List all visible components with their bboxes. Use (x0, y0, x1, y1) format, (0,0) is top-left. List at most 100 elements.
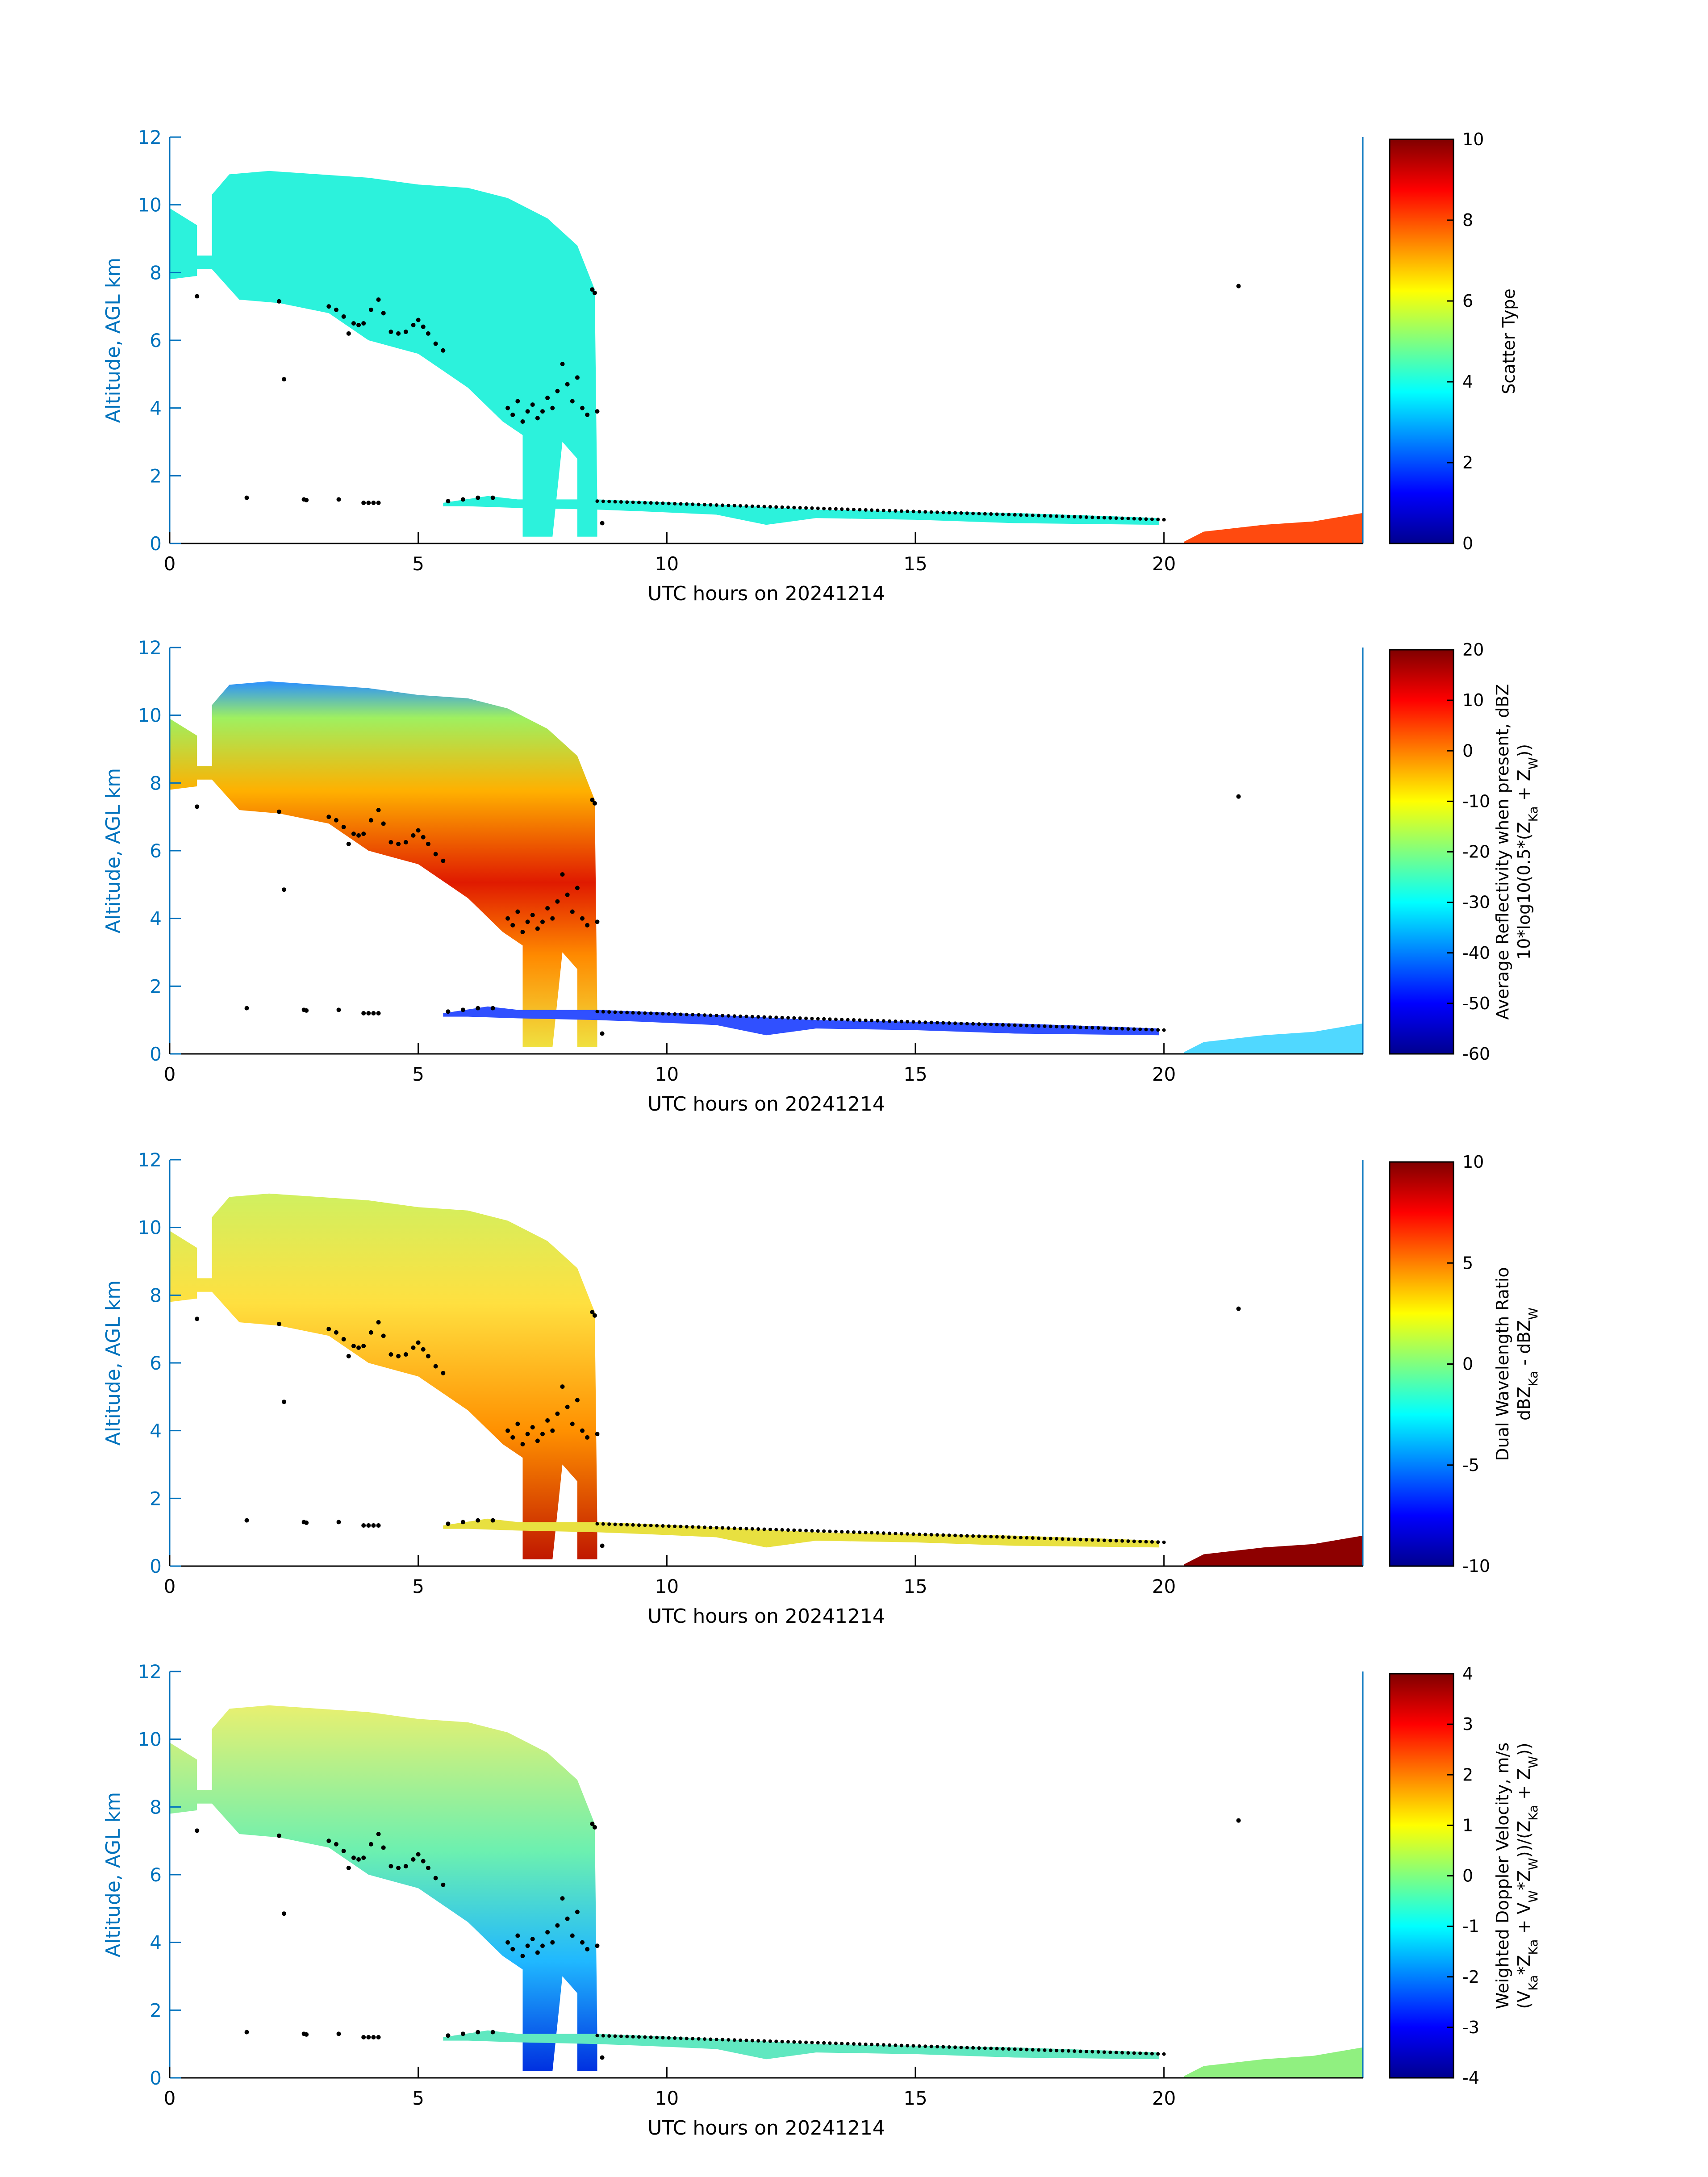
cloud-base-point (661, 2036, 665, 2040)
colorbar-tick-label: 4 (1462, 1664, 1473, 1684)
y-tick-label: 2 (150, 1488, 162, 1509)
cloud-base-point (858, 1018, 862, 1022)
cloud-base-point (679, 1525, 683, 1529)
x-axis-label: UTC hours on 20241214 (647, 1605, 885, 1628)
cloud-base-point (1090, 2050, 1094, 2054)
cloud-base-point (1132, 1539, 1136, 1543)
cloud-base-point (607, 1522, 611, 1526)
cloud-base-point (971, 2046, 975, 2050)
cloud-base-point (917, 510, 921, 514)
cloud-base-point (1025, 1536, 1029, 1540)
cloud-base-point (953, 2045, 957, 2049)
cloud-base-point (613, 500, 617, 504)
cloud-field-upper (170, 1705, 597, 2071)
cloud-base-point (697, 2037, 701, 2041)
cloud-base-point (774, 1015, 778, 1020)
cloud-base-point (1150, 517, 1154, 521)
cloud-base-point (580, 1428, 585, 1433)
cloud-base-point (1096, 1538, 1100, 1542)
cloud-base-point (366, 2035, 371, 2039)
cloud-base-point (356, 1345, 361, 1350)
cloud-base-point (750, 1527, 754, 1531)
cloud-base-point (371, 1011, 376, 1015)
cloud-base-point (888, 509, 892, 513)
colorbar (1389, 1673, 1454, 2079)
cloud-base-point (595, 2034, 599, 2038)
cloud-base-point (1073, 1025, 1077, 1029)
cloud-base-point (490, 1006, 495, 1011)
cloud-base-point (441, 1882, 446, 1887)
cloud-base-point (1144, 1540, 1148, 1544)
cloud-base-point (1043, 514, 1047, 518)
cloud-base-point (1007, 1023, 1011, 1027)
cloud-base-point (1144, 1028, 1148, 1032)
cloud-base-point (1120, 1539, 1124, 1543)
cloud-base-point (1138, 1539, 1142, 1543)
cloud-base-point (923, 510, 927, 514)
y-tick-label: 10 (138, 1729, 162, 1751)
colorbar-tick-label: -30 (1462, 893, 1490, 912)
cloud-base-point (685, 2036, 689, 2040)
cloud-base-point (906, 1532, 910, 1536)
cloud-base-point (929, 1533, 933, 1537)
cloud-base-point (426, 331, 430, 336)
cloud-base-point (864, 1530, 868, 1534)
cloud-base-point (679, 2036, 683, 2040)
cloud-base-point (590, 1822, 595, 1826)
cloud-base-point (864, 508, 868, 512)
cloud-base-point (396, 841, 401, 846)
cloud-base-point (550, 1428, 555, 1433)
cloud-base-point (334, 1330, 338, 1335)
cloud-base-point (1061, 1025, 1065, 1029)
cloud-base-point (881, 1531, 885, 1535)
cloud-base-point (995, 2047, 999, 2051)
cloud-base-point (601, 1522, 605, 1526)
cloud-base-point (888, 1531, 892, 1535)
y-tick-label: 8 (150, 772, 162, 794)
cloud-base-point (510, 923, 515, 928)
cloud-base-point (834, 1017, 838, 1021)
cloud-base-point (1066, 1537, 1070, 1541)
cloud-base-point (816, 1017, 820, 1021)
cloud-base-point (929, 2044, 933, 2048)
cloud-base-point (446, 1521, 451, 1526)
cloud-base-point (1019, 1536, 1023, 1540)
cloud-base-point (545, 1418, 550, 1423)
cloud-base-point (560, 872, 565, 877)
cloud-base-point (376, 1011, 381, 1015)
colorbar-tick-label: 10 (1462, 1152, 1484, 1172)
cloud-base-point (1084, 1026, 1088, 1030)
cloud-base-point (490, 1518, 495, 1523)
cloud-base-point (655, 501, 659, 505)
cloud-base-point (476, 495, 480, 500)
colorbar (1389, 1161, 1454, 1567)
cloud-base-point (570, 1421, 575, 1426)
cloud-base-point (381, 821, 386, 826)
cloud-base-point (426, 1865, 430, 1870)
cloud-base-point (1144, 2052, 1148, 2056)
cloud-base-point (580, 916, 585, 921)
cloud-base-point (804, 1016, 808, 1020)
cloud-base-point (1126, 517, 1130, 521)
cloud-base-point (834, 2041, 838, 2045)
cloud-base-point (530, 402, 535, 407)
cloud-base-point (798, 1016, 802, 1020)
cloud-base-point (935, 1021, 939, 1025)
cloud-base-point (376, 297, 381, 302)
cloud-base-point (1120, 516, 1124, 520)
cloud-base-point (852, 2042, 856, 2046)
cloud-base-point (1162, 518, 1166, 522)
cloud-base-point (691, 2037, 695, 2041)
cloud-base-point (1114, 1027, 1118, 1031)
cloud-base-point (368, 1330, 373, 1335)
cloud-base-point (983, 1022, 987, 1026)
cloud-base-point (691, 1013, 695, 1017)
cloud-base-point (570, 909, 575, 914)
cloud-base-point (929, 1020, 933, 1024)
cloud-base-point (1066, 514, 1070, 518)
cloud-base-point (697, 1525, 701, 1529)
cloud-base-point (421, 324, 426, 329)
cloud-base-point (505, 1940, 510, 1945)
cloud-base-point (585, 923, 590, 928)
cloud-base-point (727, 503, 731, 507)
